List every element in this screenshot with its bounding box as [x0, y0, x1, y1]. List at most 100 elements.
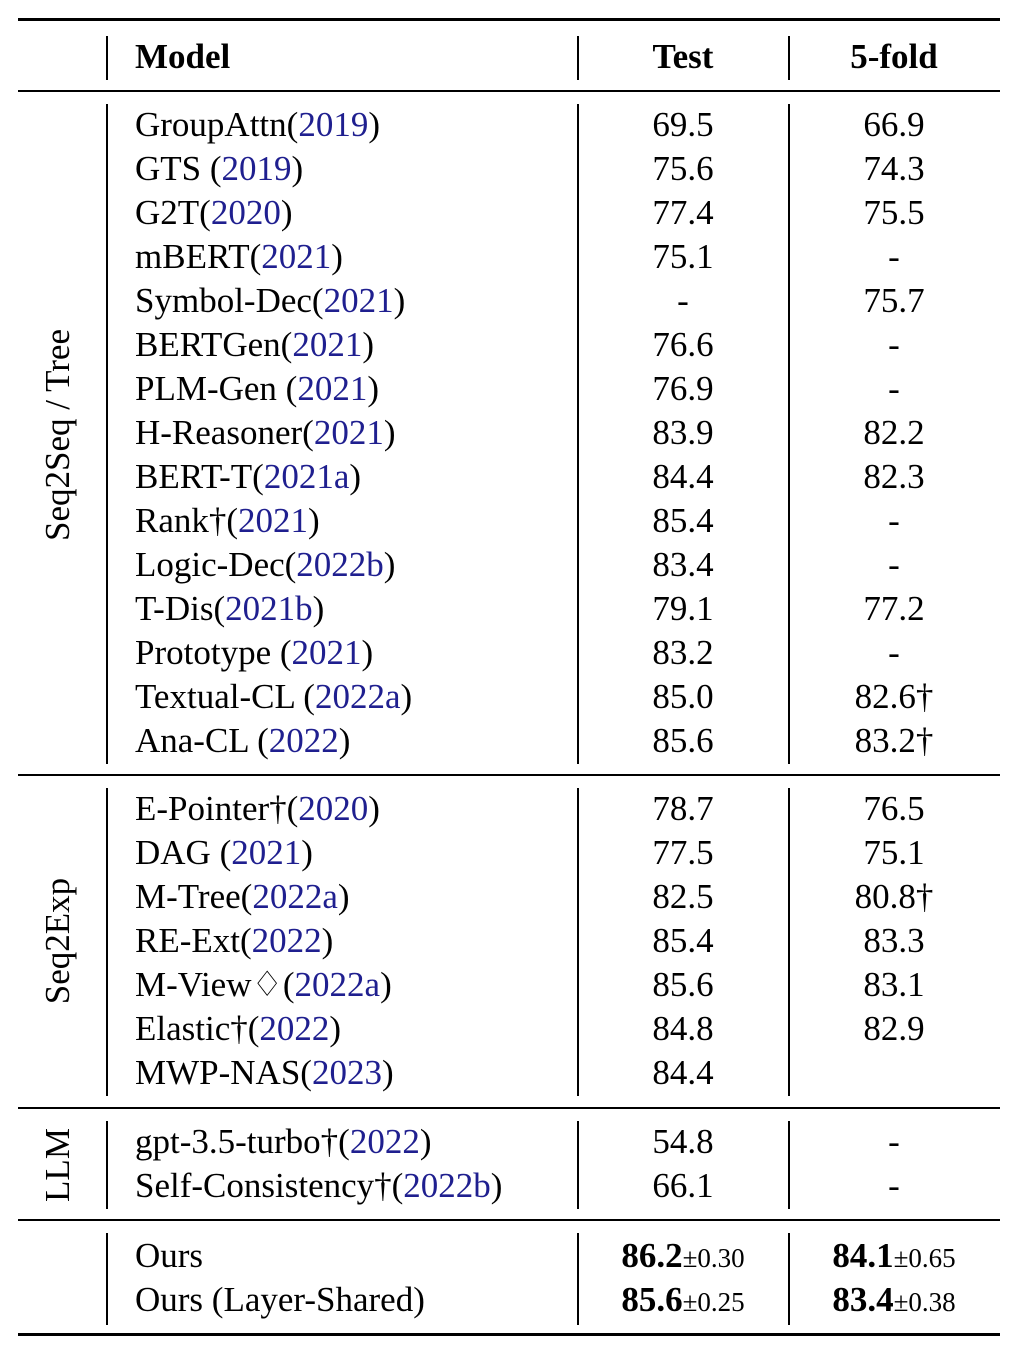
- model-name: Symbol-Dec(2021): [135, 279, 405, 323]
- citation-year: 2023: [311, 1053, 382, 1092]
- ours-name: Ours: [135, 1236, 204, 1275]
- table-row: GTS (2019) 75.6 74.3: [0, 147, 1030, 191]
- fold-score: 80.8†: [854, 877, 934, 916]
- test-score: 84.8: [652, 1009, 714, 1048]
- citation-year: 2022a: [314, 677, 401, 716]
- header-row: Model Test 5-fold: [0, 35, 1030, 79]
- citation-year: 2020: [298, 789, 369, 828]
- test-score: 78.7: [652, 789, 714, 828]
- test-score: 66.1: [652, 1166, 714, 1205]
- ours-test-value: 86.2: [621, 1236, 683, 1275]
- citation-year: 2019: [298, 105, 369, 144]
- vrule-header-1: [106, 36, 108, 80]
- header-model: Model: [135, 37, 231, 76]
- vrule-g1-2: [577, 104, 579, 764]
- table-row: BERTGen(2021) 76.6 -: [0, 323, 1030, 367]
- fold-score: -: [888, 325, 900, 364]
- citation-year: 2021: [313, 413, 384, 452]
- fold-score: 82.6†: [854, 677, 934, 716]
- model-name: M-Tree(2022a): [135, 875, 350, 919]
- fold-score: 82.3: [863, 457, 925, 496]
- model-label: G2T(: [135, 193, 211, 232]
- header-test: Test: [652, 37, 714, 76]
- citation-year: 2019: [221, 149, 292, 188]
- test-score: 83.4: [652, 545, 714, 584]
- model-label-close: ): [380, 965, 392, 1004]
- fold-score: 75.1: [863, 833, 925, 872]
- table-row: RE-Ext(2022) 85.4 83.3: [0, 919, 1030, 963]
- model-label: gpt-3.5-turbo†(: [135, 1122, 350, 1161]
- table-row: H-Reasoner(2021) 83.9 82.2: [0, 411, 1030, 455]
- vrule-g1-3: [788, 104, 790, 764]
- test-score: 77.5: [652, 833, 714, 872]
- model-name: Logic-Dec(2022b): [135, 543, 395, 587]
- fold-score: 74.3: [863, 149, 925, 188]
- fold-score: 82.9: [863, 1009, 925, 1048]
- header-fold: 5-fold: [850, 37, 938, 76]
- model-label-close: ): [490, 1166, 503, 1205]
- citation-year: 2021: [261, 237, 332, 276]
- fold-score: -: [888, 369, 900, 408]
- citation-year: 2022: [349, 1122, 420, 1161]
- table-row: T-Dis(2021b) 79.1 77.2: [0, 587, 1030, 631]
- model-label-close: ): [321, 921, 334, 960]
- model-label: Rank†(: [135, 501, 239, 540]
- model-label: DAG (: [135, 833, 232, 872]
- model-label-close: ): [368, 789, 380, 828]
- model-label-close: ): [367, 369, 379, 408]
- table-row: gpt-3.5-turbo†(2022) 54.8 -: [0, 1120, 1030, 1164]
- test-score: -: [677, 281, 689, 320]
- vrule-g2-2: [577, 788, 579, 1096]
- test-score: 83.9: [652, 413, 714, 452]
- table-row: M-Tree(2022a) 82.5 80.8†: [0, 875, 1030, 919]
- model-label: PLM-Gen (: [135, 369, 298, 408]
- test-score: 76.9: [652, 369, 714, 408]
- model-name: Elastic†(2022): [135, 1007, 341, 1051]
- table-row: E-Pointer†(2020) 78.7 76.5: [0, 787, 1030, 831]
- model-name: GroupAttn(2019): [135, 103, 380, 147]
- group-rule-1: [18, 774, 1000, 776]
- fold-score: 83.1: [863, 965, 925, 1004]
- test-score: 75.1: [652, 237, 714, 276]
- vrule-g3-1: [106, 1121, 108, 1209]
- model-name: E-Pointer†(2020): [135, 787, 380, 831]
- model-label: T-Dis(: [135, 589, 226, 628]
- ours-fold-std: ±0.65: [893, 1243, 956, 1273]
- test-score: 85.6: [652, 965, 714, 1004]
- table-row: Logic-Dec(2022b) 83.4 -: [0, 543, 1030, 587]
- fold-score: -: [888, 1166, 900, 1205]
- test-score: 76.6: [652, 325, 714, 364]
- model-name: G2T(2020): [135, 191, 292, 235]
- model-name: gpt-3.5-turbo†(2022): [135, 1120, 431, 1164]
- model-name: RE-Ext(2022): [135, 919, 333, 963]
- test-score: 85.4: [652, 501, 714, 540]
- model-label-close: ): [301, 833, 313, 872]
- fold-score: 83.3: [863, 921, 925, 960]
- fold-score: -: [888, 1122, 900, 1161]
- model-label: MWP-NAS(: [135, 1053, 312, 1092]
- model-name: BERT-T(2021a): [135, 455, 361, 499]
- citation-year: 2021: [297, 369, 368, 408]
- ours-test-std: ±0.30: [682, 1243, 745, 1273]
- vrule-g3-3: [788, 1121, 790, 1209]
- table-row: Symbol-Dec(2021) - 75.7: [0, 279, 1030, 323]
- table-row: G2T(2020) 77.4 75.5: [0, 191, 1030, 235]
- vrule-ours-2: [577, 1233, 579, 1325]
- citation-year: 2022: [268, 721, 339, 760]
- citation-year: 2021: [292, 325, 363, 364]
- model-label-close: ): [368, 105, 380, 144]
- test-score: 82.5: [652, 877, 714, 916]
- table-row: M-View♢(2022a) 85.6 83.1: [0, 963, 1030, 1007]
- table-row: BERT-T(2021a) 84.4 82.3: [0, 455, 1030, 499]
- model-label: M-Tree(: [135, 877, 253, 916]
- model-label-close: ): [312, 589, 325, 628]
- model-name: Rank†(2021): [135, 499, 320, 543]
- citation-year: 2021b: [225, 589, 313, 628]
- model-label: BERT-T(: [135, 457, 264, 496]
- fold-score: -: [888, 501, 900, 540]
- model-label: Prototype (: [135, 633, 292, 672]
- test-score: 84.4: [652, 1053, 714, 1092]
- model-label-close: ): [308, 501, 320, 540]
- citation-year: 2021: [231, 833, 302, 872]
- model-name: BERTGen(2021): [135, 323, 374, 367]
